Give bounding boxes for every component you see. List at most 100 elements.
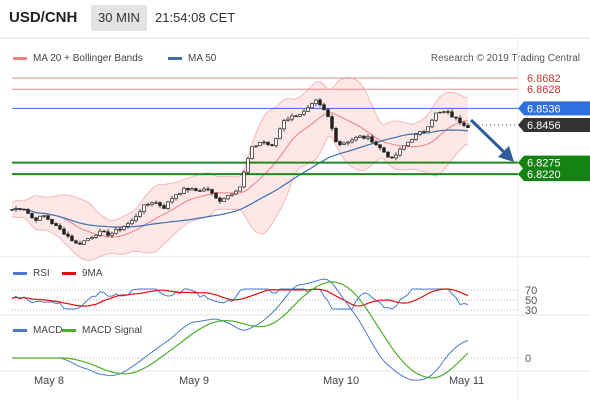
rsi-axis-label: 70 [525, 285, 537, 297]
candle-body [298, 114, 302, 117]
candle-body [186, 187, 190, 191]
candle-body [178, 192, 182, 196]
candle-body [106, 231, 110, 236]
rsi-line [11, 288, 469, 310]
bollinger-bands [11, 76, 469, 262]
tag-current-price-text: 6.8456 [527, 120, 561, 132]
candle-body [206, 188, 210, 191]
candle-body [70, 235, 74, 242]
candle-body [418, 131, 422, 135]
chart-header: USD/CNH 30 MIN 21:54:08 CET [0, 0, 590, 38]
symbol-title: USD/CNH [9, 9, 78, 26]
candle-body [414, 134, 418, 140]
candle-body [322, 104, 326, 111]
rsi-ma-swatch [62, 271, 76, 275]
legend-macd-label: MACD [33, 325, 63, 336]
candle-body [110, 232, 114, 236]
tag-support-2-text: 6.8220 [527, 169, 561, 181]
date-label-1: May 8 [34, 375, 64, 387]
candle-body [142, 204, 146, 212]
candle-body [426, 126, 430, 132]
candle-body [462, 122, 466, 126]
candle-body [126, 223, 130, 227]
candle-body [242, 171, 246, 188]
candle-body [374, 141, 378, 146]
candle-body [42, 215, 46, 217]
timestamp: 21:54:08 CET [155, 10, 236, 25]
candle-body [138, 211, 142, 217]
candle-body [430, 119, 434, 128]
candle-body [266, 141, 270, 145]
tag-resistance-1-text: 6.8628 [527, 84, 561, 96]
research-credit: Research © 2019 Trading Central [430, 53, 580, 64]
candle-body [438, 111, 442, 114]
candle-body [422, 131, 426, 133]
candle-body [134, 216, 138, 221]
forecast-arrow-shaft [469, 118, 508, 156]
macd-swatch [13, 328, 27, 332]
candle-body [146, 203, 150, 206]
candle-body [38, 215, 42, 221]
candle-body [194, 188, 198, 192]
candle-body [410, 139, 414, 143]
candle-body [402, 145, 406, 150]
tag-support-1-text: 6.8275 [527, 158, 561, 170]
candle-body [262, 141, 266, 144]
date-label-3: May 10 [323, 375, 360, 387]
rsi-swatch [13, 271, 27, 275]
candle-body [58, 225, 62, 230]
candle-body [290, 115, 294, 120]
candle-body [398, 148, 402, 156]
tag-support-1-bg [518, 155, 590, 170]
candle-body [350, 139, 354, 143]
candle-body [78, 242, 82, 245]
bollinger-middle [11, 112, 469, 238]
candle-body [314, 99, 318, 104]
candle-body [26, 209, 30, 214]
macd-panel: 0 [12, 278, 531, 381]
tag-current-price-bg [518, 118, 590, 133]
candle-body [302, 110, 306, 115]
candle-body [238, 186, 242, 192]
candle-body [362, 135, 366, 139]
candle-body [318, 99, 322, 106]
candle-body [282, 120, 286, 130]
candle-body [346, 141, 350, 144]
timeframe-button[interactable]: 30 MIN [91, 5, 147, 31]
candle-body [258, 141, 262, 147]
candle-body [326, 109, 330, 117]
forecast-arrow-head [498, 146, 514, 162]
candle-body [394, 154, 398, 159]
legend-macd-signal: MACD Signal [62, 325, 142, 336]
macd-signal-swatch [62, 328, 76, 332]
candle-body [190, 188, 194, 191]
macd-line [12, 278, 469, 381]
ma50-swatch [168, 56, 182, 60]
legend-rsi: RSI [13, 268, 50, 279]
date-label-2: May 9 [179, 375, 209, 387]
candle-body [278, 128, 282, 140]
candle-body [306, 107, 310, 112]
candle-body [94, 235, 98, 238]
legend-bollinger-label: MA 20 + Bollinger Bands [33, 53, 143, 64]
candle-body [270, 144, 274, 146]
candle-body [10, 209, 14, 211]
candle-body [202, 188, 206, 192]
candles [10, 98, 470, 245]
candle-body [158, 202, 162, 206]
candle-body [458, 117, 462, 124]
tag-resistance-2-text: 6.8682 [527, 73, 561, 85]
candle-body [150, 202, 154, 205]
candle-body [54, 223, 58, 226]
legend-rsi-ma: 9MA [62, 268, 103, 279]
candle-body [358, 135, 362, 138]
candle-body [286, 118, 290, 121]
candle-body [406, 141, 410, 146]
rsi-ma-line [11, 288, 469, 307]
legend-ma50-label: MA 50 [188, 53, 217, 64]
candle-body [102, 230, 106, 233]
legend-ma50: MA 50 [168, 53, 216, 64]
candle-body [90, 237, 94, 240]
